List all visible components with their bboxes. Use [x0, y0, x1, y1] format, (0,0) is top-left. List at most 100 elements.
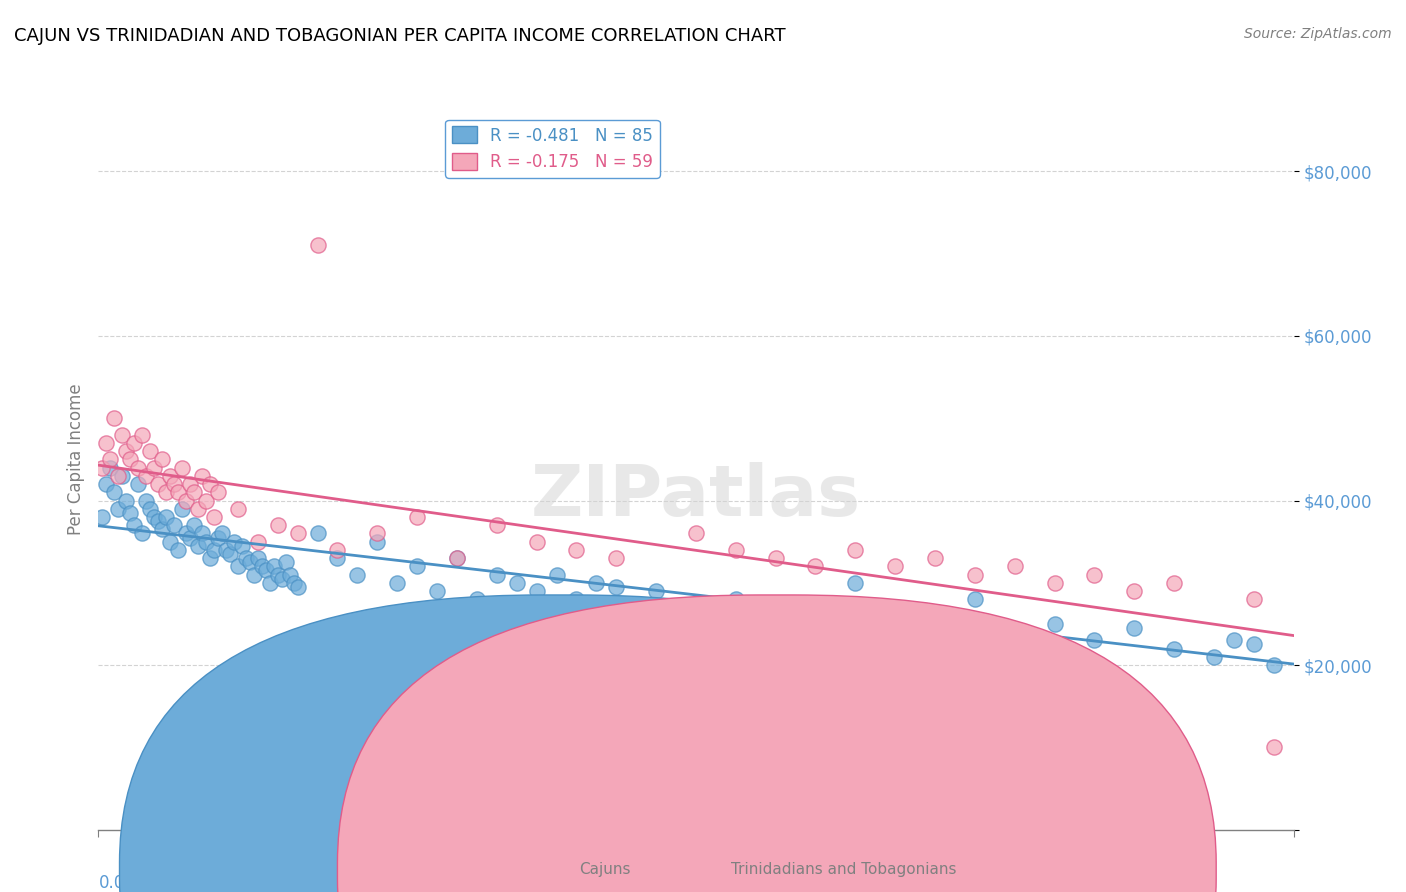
Point — [139, 444, 162, 458]
Point — [211, 526, 233, 541]
Point — [103, 485, 125, 500]
Point — [148, 514, 170, 528]
Point — [406, 510, 429, 524]
Point — [243, 567, 266, 582]
Point — [526, 584, 548, 599]
Point — [235, 551, 257, 566]
Point — [195, 534, 218, 549]
Point — [804, 600, 827, 615]
Point — [645, 674, 668, 689]
Point — [226, 501, 249, 516]
Point — [150, 522, 173, 536]
Point — [785, 608, 807, 623]
Point — [150, 452, 173, 467]
Point — [135, 493, 157, 508]
Point — [1163, 575, 1185, 590]
Point — [107, 468, 129, 483]
Point — [250, 559, 273, 574]
Point — [346, 567, 368, 582]
Point — [605, 580, 627, 594]
Point — [765, 596, 787, 610]
Point — [765, 551, 787, 566]
Text: CAJUN VS TRINIDADIAN AND TOBAGONIAN PER CAPITA INCOME CORRELATION CHART: CAJUN VS TRINIDADIAN AND TOBAGONIAN PER … — [14, 27, 786, 45]
Point — [1083, 633, 1105, 648]
Point — [1004, 625, 1026, 640]
Point — [127, 460, 149, 475]
Point — [446, 551, 468, 566]
Point — [91, 510, 114, 524]
Text: Trinidadians and Tobagonians: Trinidadians and Tobagonians — [731, 863, 956, 877]
Point — [115, 493, 138, 508]
Point — [565, 542, 588, 557]
Point — [159, 534, 181, 549]
Point — [645, 584, 668, 599]
Point — [605, 551, 627, 566]
Text: 0.0%: 0.0% — [98, 874, 141, 892]
Point — [924, 608, 946, 623]
Point — [191, 468, 214, 483]
Point — [148, 477, 170, 491]
Point — [1223, 633, 1246, 648]
Point — [124, 436, 146, 450]
Point — [219, 547, 242, 561]
Point — [231, 539, 253, 553]
Point — [546, 567, 568, 582]
Point — [202, 542, 225, 557]
Point — [1202, 649, 1225, 664]
Point — [267, 567, 290, 582]
Point — [326, 542, 349, 557]
Point — [963, 592, 986, 607]
Point — [207, 531, 229, 545]
Point — [254, 564, 277, 578]
Point — [406, 559, 429, 574]
Point — [287, 526, 309, 541]
Point — [287, 580, 309, 594]
Point — [246, 551, 269, 566]
Text: Source: ZipAtlas.com: Source: ZipAtlas.com — [1244, 27, 1392, 41]
Point — [963, 567, 986, 582]
Point — [485, 518, 508, 533]
Point — [155, 510, 177, 524]
Point — [844, 542, 866, 557]
Point — [183, 485, 205, 500]
Point — [222, 534, 245, 549]
Point — [131, 427, 153, 442]
Point — [685, 526, 707, 541]
Point — [283, 575, 305, 590]
Point — [167, 542, 190, 557]
Point — [1163, 641, 1185, 656]
Legend: R = -0.481   N = 85, R = -0.175   N = 59: R = -0.481 N = 85, R = -0.175 N = 59 — [446, 120, 659, 178]
Point — [1083, 567, 1105, 582]
Point — [1263, 740, 1285, 755]
Point — [804, 559, 827, 574]
Point — [1263, 658, 1285, 673]
Point — [120, 506, 142, 520]
Point — [215, 542, 238, 557]
Point — [91, 460, 114, 475]
Point — [135, 468, 157, 483]
Point — [259, 575, 281, 590]
Point — [924, 551, 946, 566]
Point — [526, 534, 548, 549]
Text: ZIPatlas: ZIPatlas — [531, 462, 860, 531]
Point — [131, 526, 153, 541]
Point — [198, 551, 221, 566]
Point — [366, 526, 388, 541]
Point — [307, 238, 329, 252]
Point — [179, 477, 201, 491]
Point — [844, 575, 866, 590]
Point — [98, 452, 122, 467]
Point — [239, 555, 262, 569]
Point — [263, 559, 285, 574]
Point — [1243, 637, 1265, 651]
Point — [163, 518, 186, 533]
Point — [115, 444, 138, 458]
Point — [1123, 584, 1146, 599]
Point — [202, 510, 225, 524]
Point — [884, 616, 907, 631]
Point — [187, 501, 209, 516]
Point — [685, 600, 707, 615]
Point — [246, 534, 269, 549]
Point — [195, 493, 218, 508]
Point — [124, 518, 146, 533]
